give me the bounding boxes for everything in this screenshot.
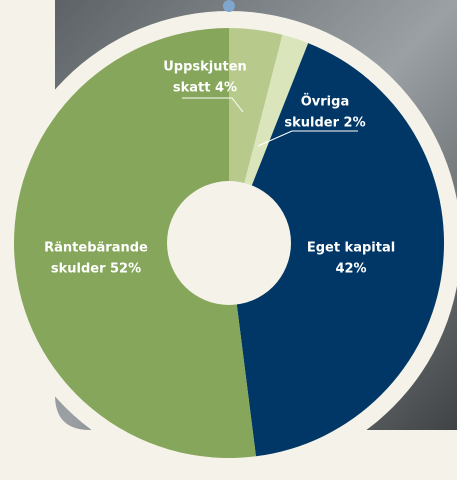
leader-line	[182, 97, 244, 113]
slice-label: skulder 2%	[284, 116, 365, 131]
slice-label: 42%	[335, 262, 366, 277]
slice-label: Eget kapital	[307, 241, 395, 256]
pie-slice	[13, 28, 256, 459]
slice-label: skulder 52%	[51, 262, 141, 277]
donut-hole	[167, 181, 291, 305]
slice-label: Övriga	[301, 94, 349, 110]
leader-line	[257, 130, 293, 147]
slice-label: Räntebärande	[44, 241, 148, 256]
marker-dot	[223, 0, 235, 12]
slice-label: Uppskjuten	[163, 60, 247, 75]
pie-slice	[229, 43, 444, 457]
slice-label: skatt 4%	[173, 81, 237, 96]
